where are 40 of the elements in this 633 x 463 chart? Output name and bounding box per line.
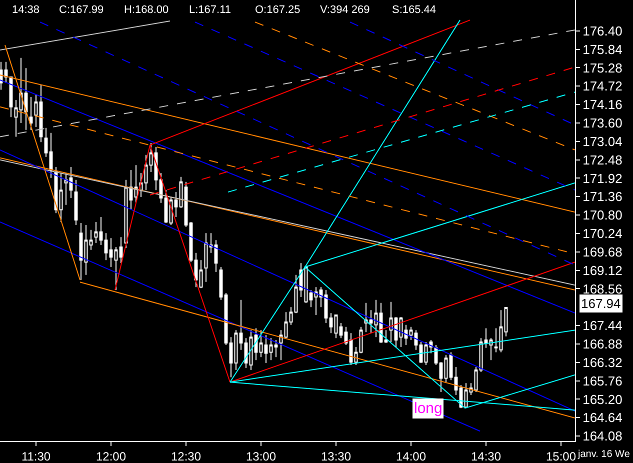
y-tick-label: 165.20 [582, 392, 622, 407]
y-tick-label: 164.64 [582, 410, 622, 426]
x-tick-label: 14:30 [470, 449, 502, 463]
y-tick-label: 169.12 [582, 262, 622, 278]
y-tick-label: 172.48 [582, 152, 622, 168]
y-tick-label: 174.16 [582, 97, 622, 112]
y-tick-label: 166.88 [582, 336, 622, 352]
annotation: S:165.44 [392, 4, 436, 16]
y-tick-label: 164.08 [582, 428, 622, 444]
x-tick-label: 13:00 [246, 449, 276, 463]
annotation: long [414, 400, 442, 417]
y-tick-label: 175.28 [582, 60, 622, 76]
text: 167.94 [581, 296, 621, 311]
y-tick-label: 175.84 [582, 42, 622, 57]
y-tick-label: 176.40 [582, 23, 622, 38]
y-tick-label: 167.44 [582, 318, 622, 334]
x-tick-label: 12:30 [170, 449, 202, 463]
annotation: O:167.25 [255, 4, 300, 16]
x-tick-label: 15:00 [546, 449, 576, 463]
annotation: 14:38 [12, 4, 40, 16]
x-tick-label: 13:30 [320, 449, 352, 463]
y-tick-label: 165.76 [582, 373, 622, 388]
y-tick-label: 170.24 [582, 226, 622, 242]
y-tick-label: 171.36 [582, 189, 622, 204]
y-tick-label: 171.92 [582, 170, 622, 186]
x-tick-label: 11:30 [21, 449, 51, 463]
annotation: V:394 269 [320, 4, 370, 16]
x-tick-label: 14:00 [396, 449, 426, 463]
y-tick-label: 174.72 [582, 78, 622, 94]
y-tick-label: 168.56 [582, 281, 622, 296]
annotation: C:167.99 [59, 4, 104, 16]
x-tick-label: 12:00 [96, 449, 126, 463]
annotation: H:168.00 [124, 4, 169, 16]
annotation: L:167.11 [189, 4, 232, 16]
y-tick-label: 169.68 [582, 244, 622, 260]
y-tick-label: 173.04 [582, 134, 622, 149]
y-tick-label: 173.60 [582, 116, 622, 131]
text: janv. 16 We [577, 449, 630, 460]
y-tick-label: 170.80 [582, 208, 622, 223]
y-tick-label: 166.32 [582, 354, 622, 370]
